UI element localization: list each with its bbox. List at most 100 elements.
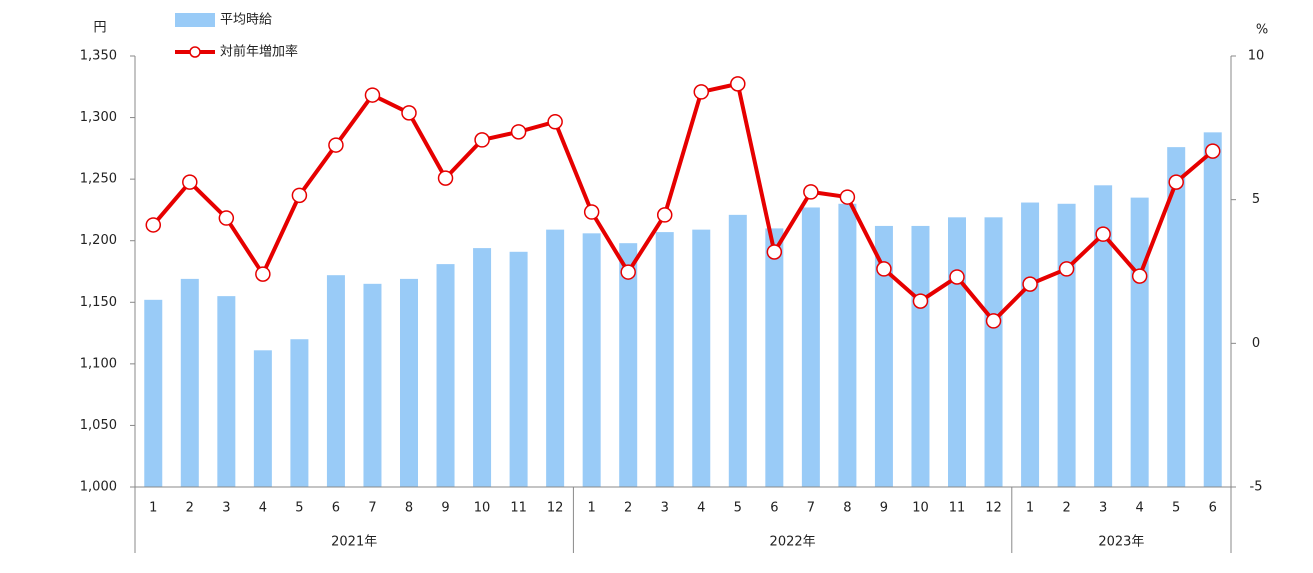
line-marker [912,293,929,309]
x-tick-label: 12 [985,501,1002,516]
x-tick-label: 7 [807,501,815,516]
bar [692,229,711,488]
x-tick-label: 8 [405,501,413,516]
y-tick-label: 1,350 [80,49,117,64]
line-marker [218,210,235,226]
y2-tick-label: -5 [1250,480,1263,495]
bar [765,228,784,487]
x-tick-label: 5 [1172,501,1180,516]
x-tick-label: 3 [661,501,669,516]
legend-label: 平均時給 [220,13,272,28]
x-tick-label: 8 [843,501,851,516]
line-marker [1204,143,1221,159]
bar [1057,203,1076,487]
bar [1130,197,1149,487]
x-tick-label: 9 [441,501,449,516]
y-tick-label: 1,200 [80,233,117,248]
x-tick-label: 4 [1136,501,1144,516]
x-tick-label: 3 [222,501,230,516]
y-tick-label: 1,100 [80,356,117,371]
y-tick-label: 1,300 [80,110,117,125]
bar [546,229,565,488]
line [151,81,1215,323]
line-marker [583,204,600,220]
bar [253,350,272,487]
bar [838,203,857,487]
x-tick-label: 7 [368,501,376,516]
x-tick-label: 5 [734,501,742,516]
bar [1021,202,1040,488]
x-tick-label: 2 [1062,501,1070,516]
line-marker [401,105,417,121]
line-marker [730,76,746,92]
x-tick-label: 10 [474,501,491,516]
y2-tick-label: 10 [1248,49,1265,64]
bar [1094,185,1113,488]
line-marker [474,132,490,148]
x-tick-label: 6 [770,501,778,516]
y-tick-label: 1,150 [80,295,117,310]
line-marker [547,114,563,130]
y-tick-label: 1,000 [80,480,117,495]
line-marker [1022,276,1038,292]
line-marker [437,170,454,186]
x-tick-label: 6 [332,501,340,516]
y2-tick-label: 0 [1252,336,1260,351]
y2-axis-label: % [1256,23,1268,38]
line-marker [1168,174,1184,190]
line-marker [145,217,162,233]
line-marker [255,266,271,282]
line-marker [985,313,1002,329]
x-tick-label: 4 [259,501,267,516]
x-tick-label: 10 [912,501,929,516]
bar [1203,132,1222,487]
x-tick-label: 4 [697,501,705,516]
line-marker [656,207,673,223]
legend-label: 対前年増加率 [220,44,298,60]
bar [801,207,820,488]
bar [473,248,492,487]
bar [984,217,1003,487]
bar [728,214,747,487]
bar [144,299,163,487]
bar [874,225,893,488]
group-label: 2021年 [331,535,377,550]
line-marker [364,87,381,103]
bar [180,278,199,487]
x-tick-label: 3 [1099,501,1107,516]
bar [582,233,601,487]
y-tick-label: 1,050 [80,418,117,433]
group-label: 2022年 [770,535,816,550]
bar [948,217,966,487]
legend-swatch [175,13,215,27]
y2-tick-label: 5 [1252,192,1260,207]
line-marker [839,189,856,205]
x-tick-label: 5 [295,501,303,516]
line-marker [949,269,965,285]
legend-marker [189,46,201,58]
line-marker [328,137,344,153]
x-tick-label: 1 [149,501,157,516]
line-marker [510,124,527,140]
x-tick-label: 12 [547,501,564,516]
bar [290,339,309,487]
bar [911,225,930,488]
bar [436,264,455,487]
bar [217,296,236,487]
x-tick-label: 9 [880,501,888,516]
x-tick-label: 11 [510,501,527,516]
y-tick-label: 1,250 [80,172,117,187]
bar [326,275,345,487]
bar [655,232,674,487]
line-marker [291,187,308,204]
bar [1167,147,1186,487]
group-label: 2023年 [1098,535,1144,550]
line-marker [620,264,636,280]
x-tick-label: 6 [1209,501,1217,516]
bar [619,243,638,487]
x-tick-label: 1 [1026,501,1034,516]
line-marker [1131,268,1148,284]
bar [509,251,528,487]
line-marker [1058,261,1075,277]
